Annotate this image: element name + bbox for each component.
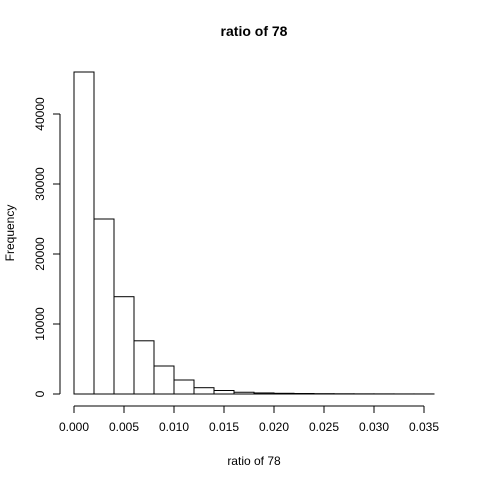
histogram-bar — [213, 390, 235, 395]
x-tick-label: 0.030 — [359, 420, 389, 434]
histogram-bar — [273, 392, 295, 395]
histogram-bar — [73, 71, 95, 395]
x-tick-label: 0.015 — [209, 420, 239, 434]
x-tick-label: 0.020 — [259, 420, 289, 434]
histogram-bar — [173, 379, 195, 395]
y-axis: 0 10000 20000 30000 40000 — [33, 97, 61, 397]
histogram-bar — [193, 387, 215, 395]
x-axis-label: ratio of 78 — [227, 454, 281, 468]
y-tick-label: 30000 — [33, 167, 47, 201]
y-tick-label: 40000 — [33, 97, 47, 131]
histogram-bar — [133, 340, 155, 395]
x-tick-label: 0.005 — [109, 420, 139, 434]
x-axis: 0.000 0.005 0.010 0.015 0.020 0.025 0.030 0.035 — [59, 405, 439, 434]
y-axis-label: Frequency — [3, 205, 17, 262]
x-tick-label: 0.010 — [159, 420, 189, 434]
y-tick-label: 10000 — [33, 307, 47, 341]
x-tick-label: 0.025 — [309, 420, 339, 434]
histogram-bar — [93, 218, 115, 395]
y-tick-label: 0 — [33, 390, 47, 397]
chart-title: ratio of 78 — [221, 23, 288, 39]
x-tick-label: 0.035 — [409, 420, 439, 434]
histogram-bar — [113, 296, 135, 395]
x-tick-label: 0.000 — [59, 420, 89, 434]
histogram-bar — [253, 392, 275, 395]
y-tick-label: 20000 — [33, 237, 47, 271]
histogram-bar — [233, 391, 255, 395]
histogram-bar — [153, 365, 175, 395]
bars-group — [73, 71, 435, 395]
